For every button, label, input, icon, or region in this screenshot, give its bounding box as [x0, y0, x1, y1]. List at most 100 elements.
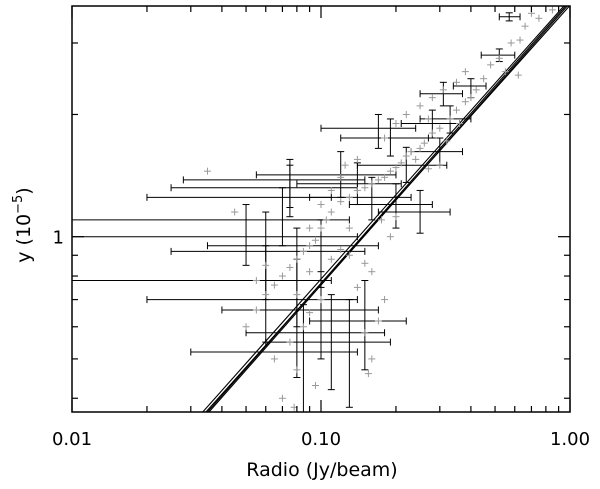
y-axis-label-suffix: ) — [13, 187, 35, 194]
data-point-37 — [327, 208, 335, 216]
data-point-88 — [345, 224, 353, 232]
error-bar-point-6 — [320, 113, 417, 149]
data-point-63 — [270, 355, 278, 363]
data-point-73 — [416, 102, 424, 110]
data-point-3 — [548, 6, 556, 14]
data-point-43 — [293, 255, 301, 263]
data-point-32 — [368, 180, 376, 188]
data-points — [203, 6, 556, 411]
data-point-59 — [364, 370, 372, 378]
data-point-55 — [381, 296, 389, 304]
data-point-14 — [452, 106, 460, 114]
data-point-49 — [242, 323, 250, 331]
data-point-80 — [306, 224, 314, 232]
error-bar-point-20 — [206, 219, 379, 288]
data-point-7 — [487, 61, 495, 69]
data-point-13 — [461, 98, 469, 106]
data-point-22 — [407, 148, 415, 156]
data-point-42 — [299, 247, 307, 255]
error-bar-point-15 — [348, 183, 433, 229]
error-bar-point-21 — [170, 227, 366, 328]
data-point-79 — [337, 173, 345, 181]
error-bar-point-27 — [265, 299, 391, 408]
data-point-57 — [361, 329, 369, 337]
data-point-21 — [416, 144, 424, 152]
data-point-28 — [386, 167, 394, 175]
data-point-23 — [402, 152, 410, 160]
fit-line-0 — [207, 6, 566, 412]
data-point-89 — [327, 255, 335, 263]
fit-line-3 — [205, 6, 570, 412]
data-point-76 — [439, 86, 447, 94]
error-bar-point-28 — [190, 304, 358, 412]
error-bar-point-1 — [480, 48, 516, 63]
data-point-47 — [262, 291, 270, 299]
data-point-2 — [521, 22, 529, 30]
data-point-4 — [516, 36, 524, 44]
data-point-24 — [412, 155, 420, 163]
data-point-85 — [386, 233, 394, 241]
data-point-58 — [368, 355, 376, 363]
data-point-86 — [392, 213, 400, 221]
data-point-61 — [306, 309, 314, 317]
data-point-10 — [480, 75, 488, 83]
error-bar-point-2 — [452, 78, 487, 99]
data-point-41 — [306, 242, 314, 250]
x-tick-label-1: 0.10 — [301, 429, 341, 450]
data-point-39 — [317, 224, 325, 232]
data-point-68 — [203, 167, 211, 175]
axis-ticks — [71, 6, 571, 412]
error-bar-point-18 — [72, 204, 350, 266]
data-point-69 — [231, 208, 239, 216]
y-tick-label-0: 1 — [53, 228, 64, 249]
data-point-48 — [252, 306, 260, 314]
data-point-60 — [299, 323, 307, 331]
data-point-8 — [501, 68, 509, 76]
error-bar-point-8 — [410, 137, 463, 166]
data-point-12 — [467, 94, 475, 102]
y-axis-label: y (10−5) — [11, 187, 35, 262]
data-point-29 — [381, 173, 389, 181]
data-point-44 — [286, 263, 294, 271]
data-point-94 — [317, 296, 325, 304]
data-point-18 — [428, 129, 436, 137]
data-point-54 — [353, 283, 361, 291]
data-point-72 — [402, 110, 410, 118]
data-point-40 — [311, 236, 319, 244]
data-point-34 — [353, 186, 361, 194]
error-bar-point-0 — [498, 12, 521, 22]
data-point-56 — [374, 317, 382, 325]
data-point-84 — [461, 68, 469, 76]
data-point-92 — [262, 261, 270, 269]
data-point-81 — [341, 161, 349, 169]
data-point-67 — [311, 382, 319, 390]
data-point-6 — [495, 54, 503, 62]
data-point-9 — [514, 71, 522, 79]
x-tick-label-0: 0.01 — [52, 429, 92, 450]
data-point-38 — [322, 216, 330, 224]
data-point-27 — [424, 165, 432, 173]
error-bar-point-10 — [255, 151, 397, 198]
error-bar-point-24 — [221, 271, 379, 360]
data-point-87 — [378, 216, 386, 224]
error-bar-point-25 — [309, 279, 407, 371]
y-axis-label-exponent: −5 — [11, 195, 26, 214]
data-point-15 — [446, 115, 454, 123]
error-bar-point-3 — [419, 81, 463, 107]
data-point-53 — [368, 268, 376, 276]
data-point-25 — [397, 159, 405, 167]
data-point-33 — [361, 184, 369, 192]
error-bar-point-17 — [146, 187, 332, 247]
error-bar-point-16 — [377, 189, 451, 234]
data-point-82 — [353, 155, 361, 163]
data-point-46 — [270, 281, 278, 289]
y-axis-label-prefix: y (10 — [13, 214, 35, 263]
data-point-78 — [327, 186, 335, 194]
data-point-11 — [472, 86, 480, 94]
data-point-51 — [345, 251, 353, 259]
data-point-17 — [436, 124, 444, 132]
data-point-35 — [345, 193, 353, 201]
fit-line-2 — [202, 6, 565, 412]
data-point-20 — [420, 139, 428, 147]
data-point-16 — [456, 120, 464, 128]
